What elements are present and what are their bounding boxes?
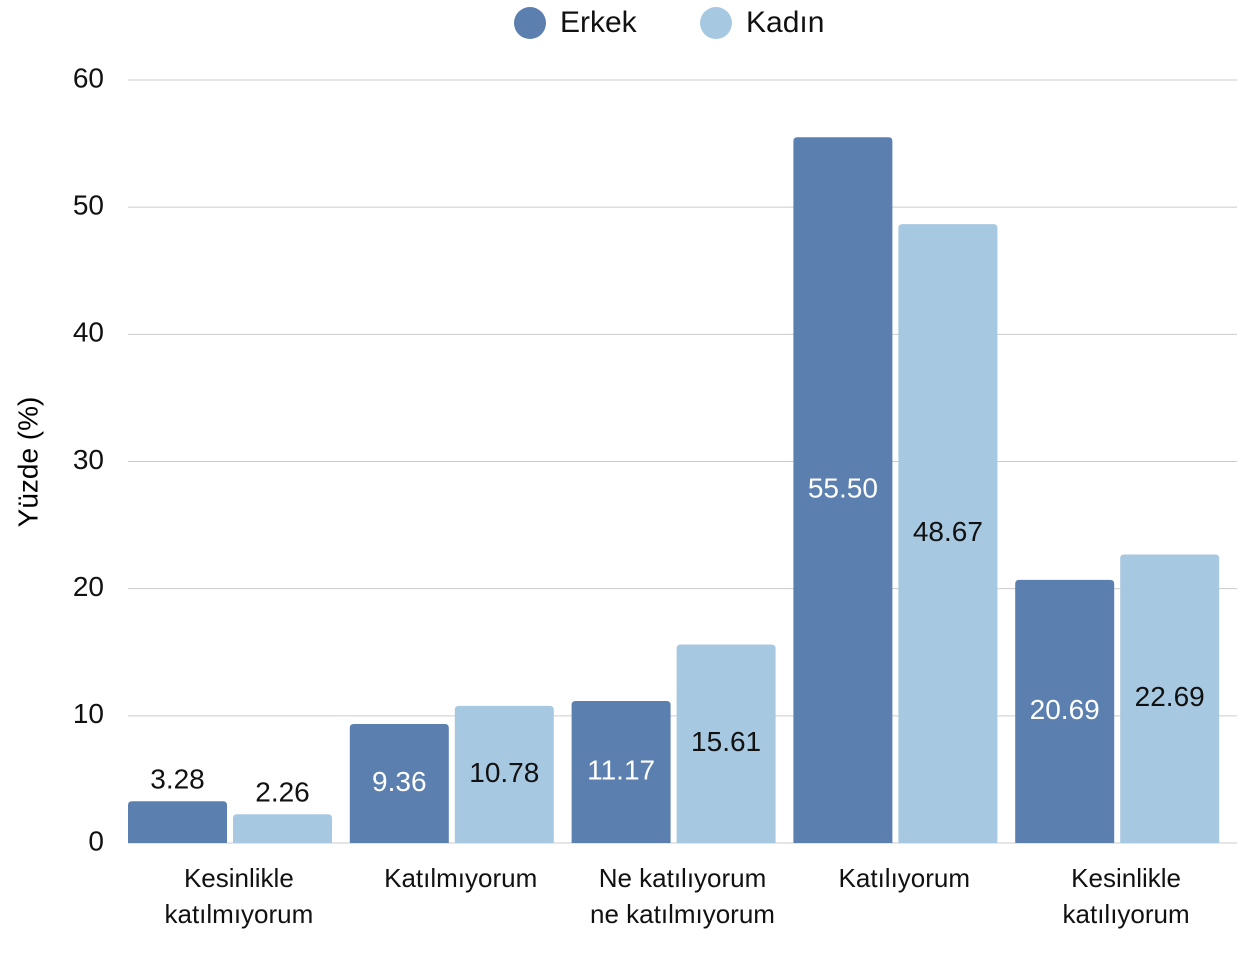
bar — [793, 137, 893, 844]
bar — [676, 644, 776, 843]
y-tick-label: 10 — [73, 698, 104, 729]
bar — [1015, 579, 1115, 843]
y-tick-label: 30 — [73, 444, 104, 475]
bar — [1120, 554, 1220, 843]
bar — [898, 224, 998, 843]
y-tick-label: 60 — [73, 62, 104, 93]
x-tick-label: Ne katılıyorum ne katılmıyorum — [590, 863, 775, 929]
bar — [233, 814, 332, 843]
y-axis-label: Yüzde (%) — [12, 397, 43, 528]
data-label: 9.36 — [372, 766, 427, 797]
data-label: 2.26 — [255, 777, 310, 808]
data-label: 3.28 — [150, 764, 205, 795]
data-label: 15.61 — [691, 726, 761, 757]
y-tick-label: 40 — [73, 317, 104, 348]
y-tick-label: 0 — [88, 825, 104, 856]
legend-label: Kadın — [746, 6, 824, 39]
x-tick-label: Kesinlikle katılmıyorum — [164, 863, 314, 929]
data-label: 10.78 — [469, 757, 539, 788]
data-label: 11.17 — [587, 754, 655, 785]
x-tick-label: Katılıyorum — [838, 863, 971, 893]
legend-label: Erkek — [560, 6, 638, 39]
bar — [571, 700, 671, 843]
data-label: 20.69 — [1030, 694, 1100, 725]
x-tick-label: Katılmıyorum — [384, 863, 538, 893]
x-tick-label: Kesinlikle katılıyorum — [1062, 863, 1190, 929]
bar — [349, 723, 449, 843]
data-label: 22.69 — [1135, 681, 1205, 712]
y-tick-label: 50 — [73, 190, 104, 221]
bar — [454, 705, 554, 843]
data-label: 48.67 — [913, 516, 983, 547]
bar — [128, 801, 227, 843]
legend-marker — [514, 7, 546, 39]
legend-marker — [700, 7, 732, 39]
y-tick-label: 20 — [73, 571, 104, 602]
data-label: 55.50 — [808, 473, 878, 504]
